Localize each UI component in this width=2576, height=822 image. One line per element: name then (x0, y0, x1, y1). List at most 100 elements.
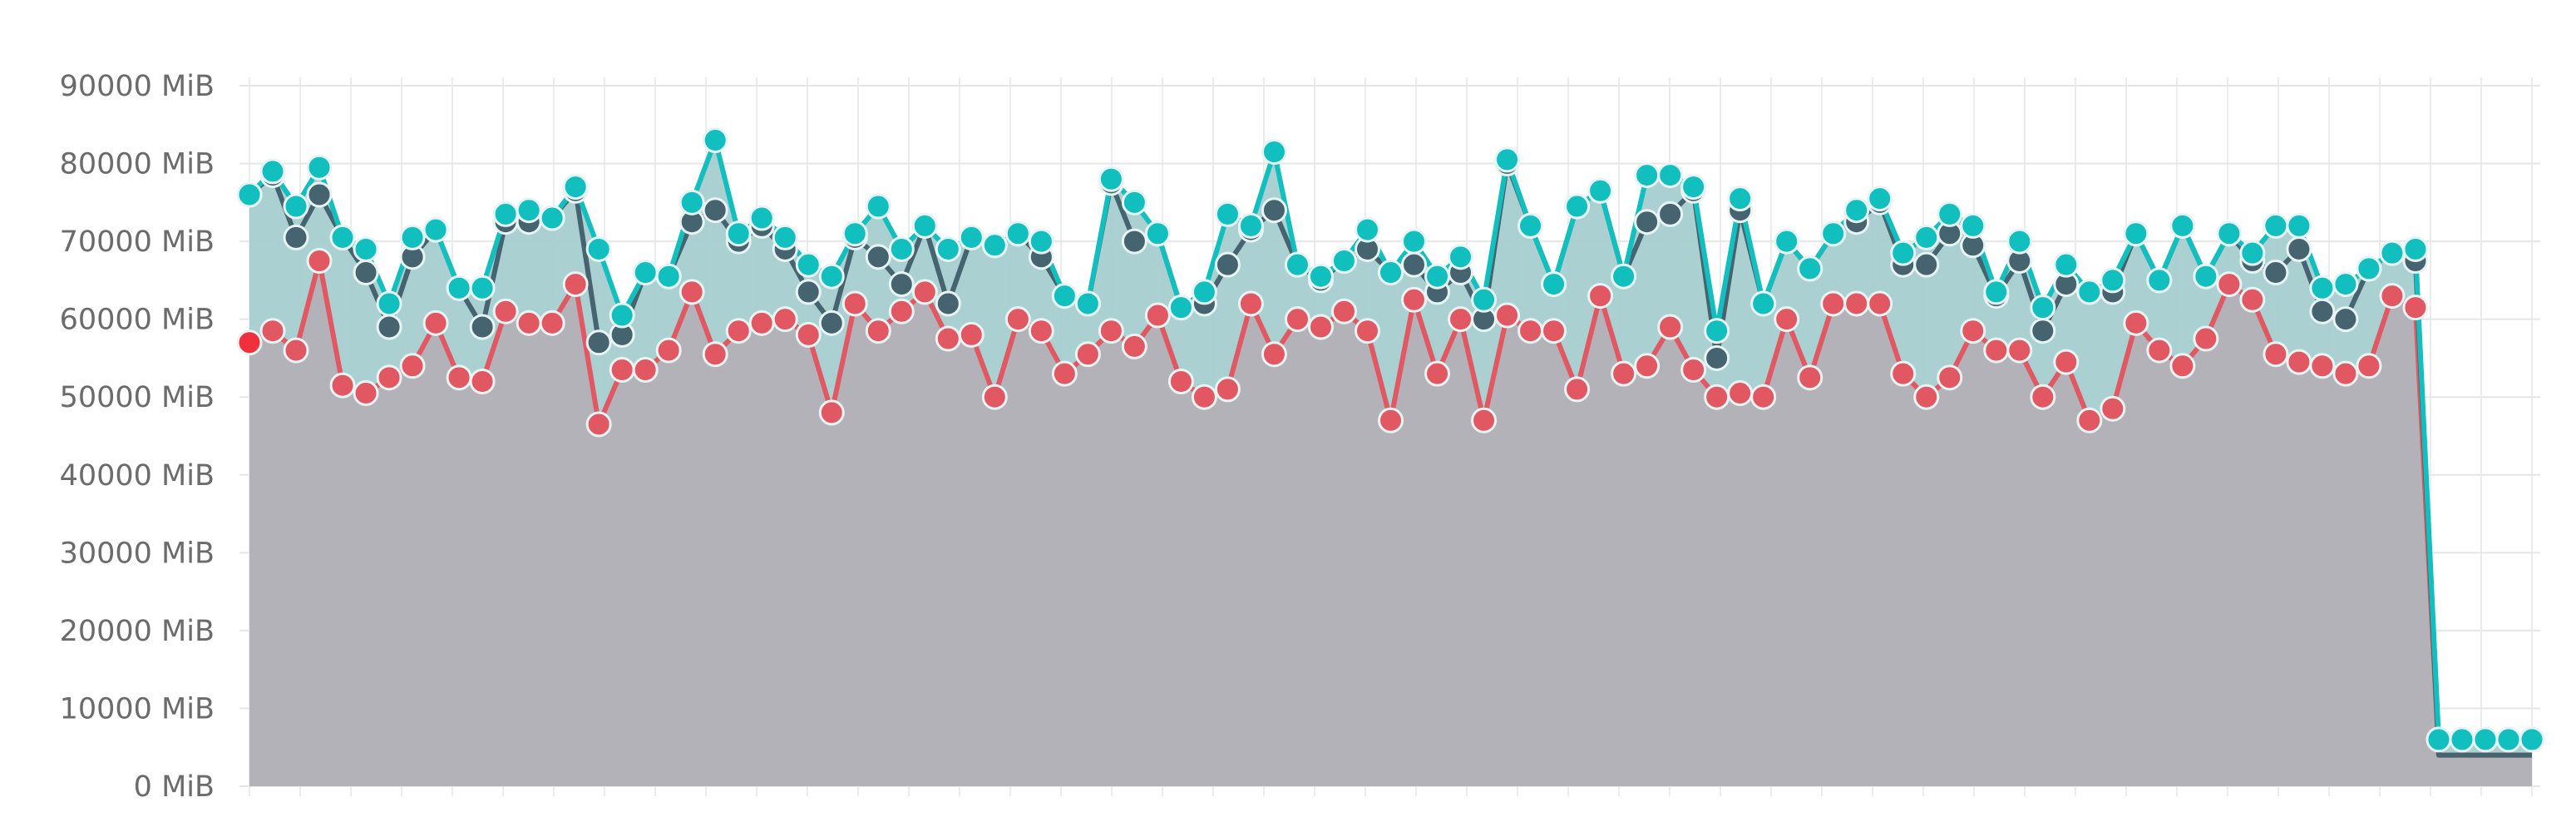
bottom-data-point (1587, 283, 1614, 309)
middle-data-point (2332, 306, 2359, 333)
y-tick-label: 70000 MiB (60, 225, 215, 259)
bottom-data-point (725, 318, 752, 344)
bottom-data-point (329, 372, 356, 399)
middle-data-point (935, 290, 961, 317)
top-data-point (2402, 235, 2429, 262)
middle-data-point (1401, 251, 1428, 278)
middle-data-point (865, 244, 891, 270)
middle-data-point (2030, 318, 2056, 344)
bottom-data-point (1890, 360, 1917, 387)
top-data-point (376, 290, 402, 317)
bottom-data-point (1797, 364, 1823, 391)
top-data-point (1354, 216, 1380, 243)
bottom-data-point (1750, 384, 1777, 410)
bottom-data-point (585, 411, 612, 438)
bottom-data-point (1378, 407, 1404, 433)
bottom-data-point (1774, 306, 1800, 333)
top-data-point (655, 263, 682, 290)
bottom-data-point (1541, 318, 1567, 344)
bottom-data-point (795, 321, 822, 348)
bottom-data-point (2123, 309, 2149, 336)
top-data-point (1051, 283, 1078, 309)
top-data-point (1167, 295, 1194, 321)
middle-data-point (795, 279, 822, 305)
bottom-data-point (1611, 360, 1637, 387)
y-tick-label: 80000 MiB (60, 148, 215, 181)
top-data-point (725, 220, 752, 247)
top-data-point (1657, 162, 1684, 189)
middle-data-point (376, 314, 402, 340)
bottom-data-point (1424, 360, 1451, 387)
bottom-data-point (2309, 353, 2336, 379)
top-data-point (236, 181, 263, 208)
top-data-point (2356, 255, 2382, 282)
top-data-point (1214, 201, 1241, 227)
bottom-data-point (1284, 306, 1310, 333)
bottom-data-point (1517, 318, 1544, 344)
top-data-point (399, 224, 426, 250)
top-data-point (2495, 726, 2522, 753)
bottom-data-point (562, 271, 589, 298)
top-data-point (1564, 193, 1591, 220)
bottom-data-point (1354, 318, 1380, 344)
top-data-point (1378, 260, 1404, 286)
top-data-point (1401, 228, 1428, 255)
top-data-point (981, 232, 1008, 259)
bottom-data-point (539, 309, 565, 336)
bottom-data-point (1704, 384, 1730, 410)
middle-data-point (1913, 251, 1940, 278)
top-data-point (539, 205, 565, 231)
top-data-point (2425, 726, 2452, 753)
top-data-point (1960, 212, 1986, 239)
top-data-point (306, 154, 333, 181)
bottom-data-point (1261, 341, 1287, 368)
bottom-data-point (492, 298, 519, 324)
top-data-point (2006, 228, 2033, 255)
bottom-data-point (1004, 306, 1031, 333)
bottom-data-point (609, 356, 635, 383)
bottom-data-point (2006, 337, 2033, 364)
bottom-data-point (2379, 283, 2406, 309)
top-data-point (679, 189, 705, 215)
top-data-point (2309, 275, 2336, 301)
middle-data-point (283, 224, 309, 250)
y-axis: 0 MiB 10000 MiB 20000 MiB 30000 MiB 40000 Mi… (60, 70, 215, 804)
bottom-data-point (679, 279, 705, 305)
middle-data-point (702, 197, 728, 224)
bottom-data-point (1867, 290, 1893, 317)
y-tick-label: 0 MiB (134, 770, 215, 804)
top-data-point (888, 235, 915, 262)
top-data-point (1587, 177, 1614, 204)
bottom-data-point (1983, 337, 2010, 364)
bottom-data-point (422, 309, 449, 336)
top-data-point (1774, 228, 1800, 255)
bottom-data-point (2100, 395, 2126, 422)
top-data-point (516, 197, 542, 224)
top-data-point (1983, 279, 2010, 305)
top-data-point (841, 220, 868, 247)
y-tick-label: 90000 MiB (60, 70, 215, 103)
bottom-data-point (1237, 290, 1264, 317)
bottom-data-point (632, 356, 659, 383)
top-data-point (1937, 201, 1963, 227)
bottom-data-point (376, 364, 402, 391)
y-tick-label: 50000 MiB (60, 381, 215, 414)
top-data-point (1517, 212, 1544, 239)
middle-data-point (469, 314, 496, 340)
bottom-data-point (1820, 290, 1847, 317)
bottom-data-point (1913, 384, 1940, 410)
bottom-data-point (516, 309, 542, 336)
middle-data-point (1214, 251, 1241, 278)
bottom-data-point (2263, 341, 2289, 368)
middle-data-point (818, 309, 845, 336)
bottom-data-point (399, 353, 426, 379)
bottom-data-point (958, 321, 985, 348)
top-data-point (865, 193, 891, 220)
bottom-data-point (446, 364, 472, 391)
top-data-point (1307, 263, 1334, 290)
bottom-area-fill (249, 260, 2532, 786)
bottom-data-point (772, 306, 798, 333)
top-data-point (2030, 295, 2056, 321)
bottom-data-point (1330, 298, 1357, 324)
bottom-data-point (1960, 318, 1986, 344)
